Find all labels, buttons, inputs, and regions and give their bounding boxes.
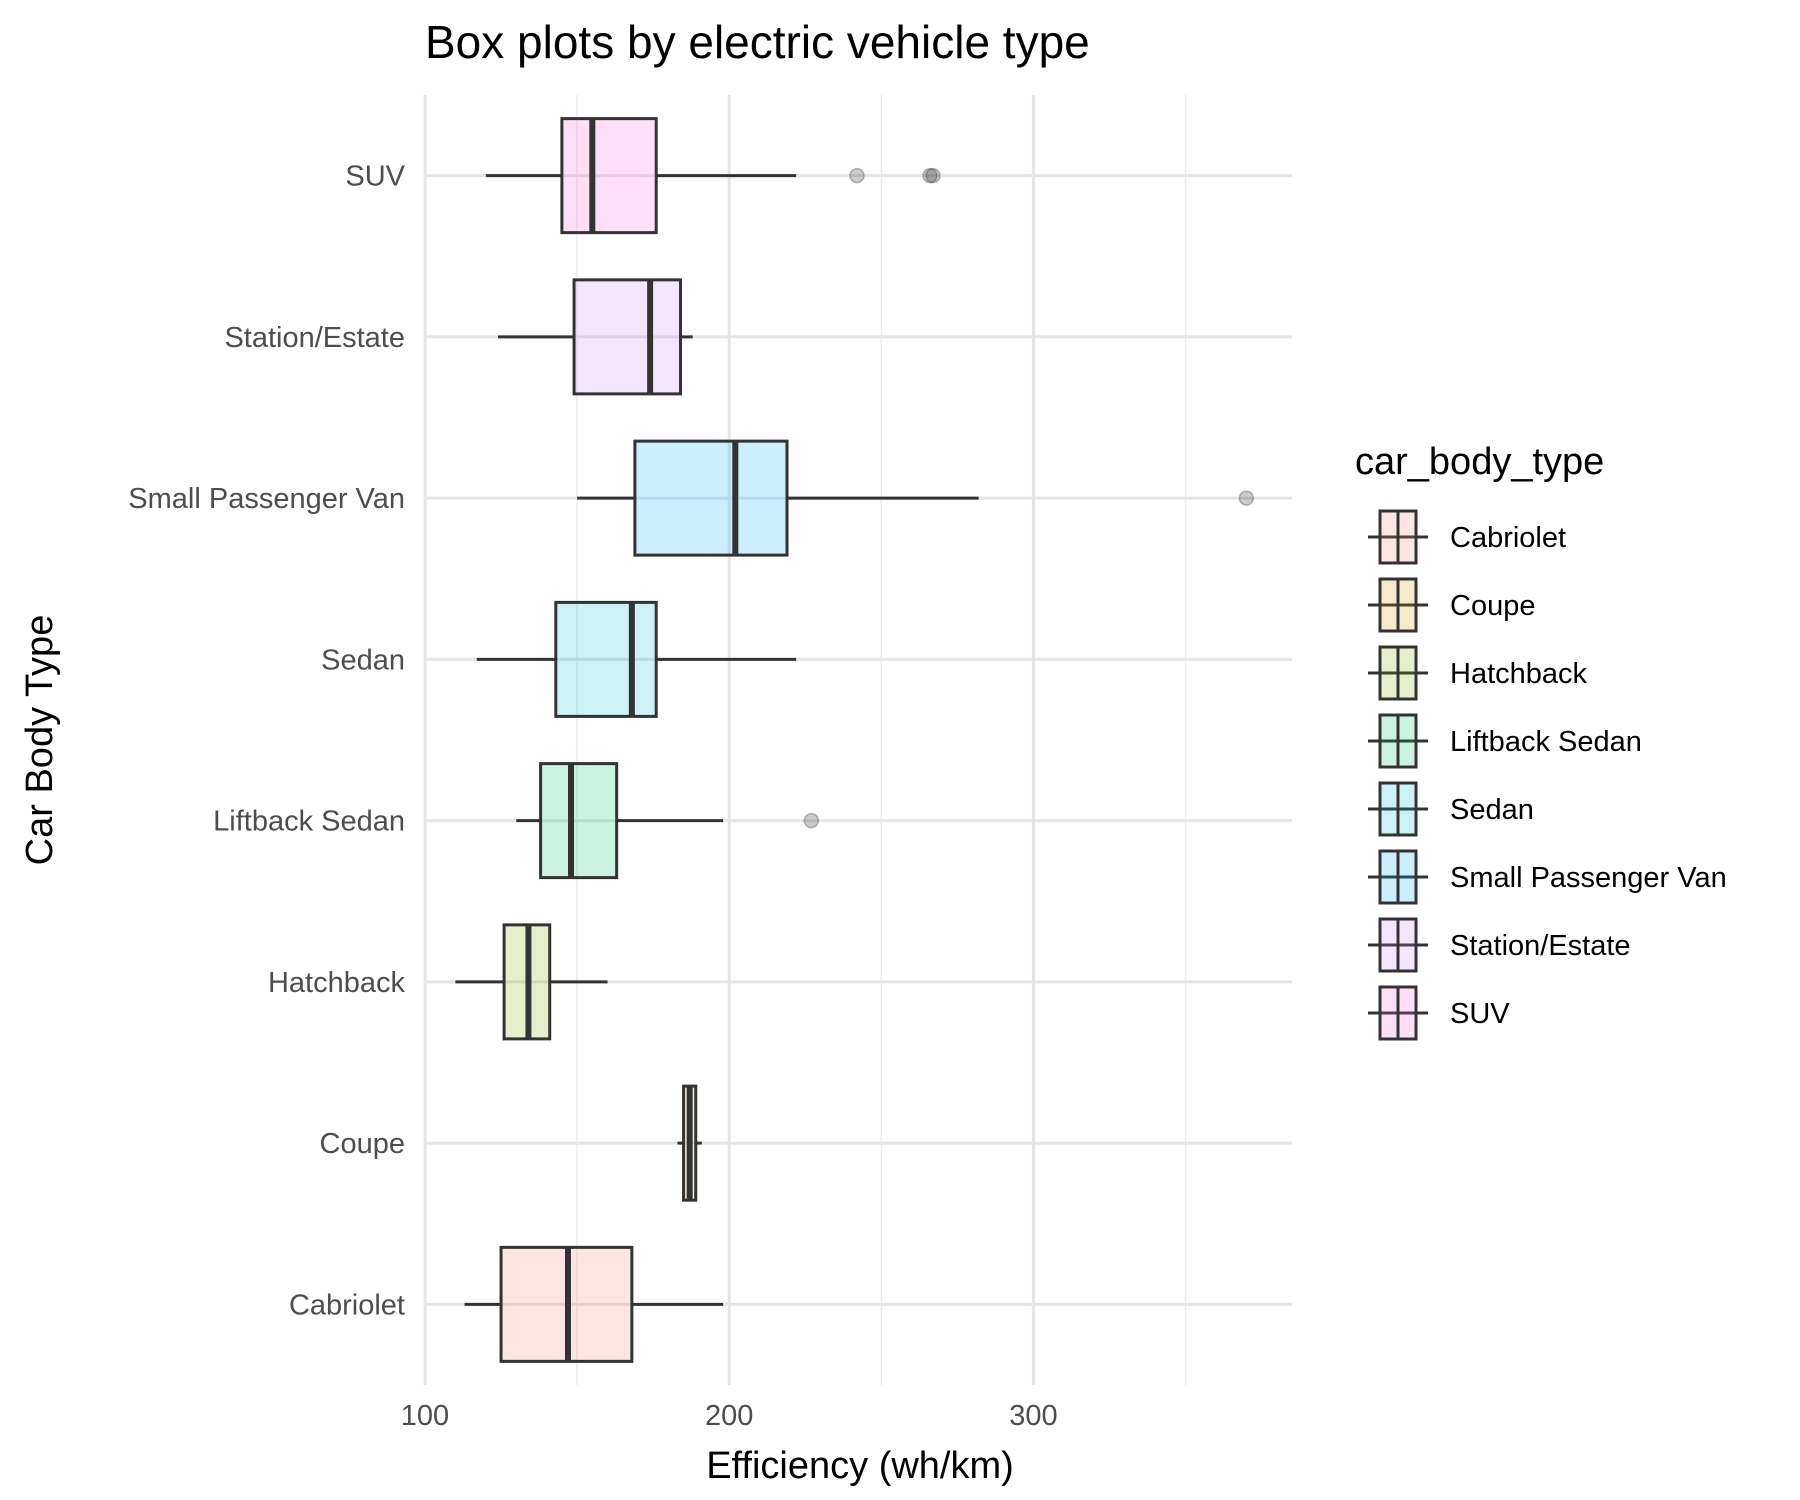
outlier-point	[922, 167, 938, 184]
legend-key	[1368, 985, 1428, 1041]
box-iqr	[539, 762, 619, 880]
box-plots	[455, 117, 1255, 1363]
outlier-point	[925, 167, 941, 184]
y-axis: Cabriolet Coupe Hatchback Liftback Sedan Sed…	[128, 161, 405, 1322]
box-plot-sedan	[476, 600, 797, 718]
y-tick-label: Sedan	[321, 644, 405, 676]
legend-label: Station/Estate	[1450, 930, 1631, 962]
box-plot-cabriolet	[464, 1245, 724, 1363]
y-tick-label: Cabriolet	[289, 1289, 405, 1321]
x-tick-label: 100	[401, 1400, 449, 1432]
box-iqr	[572, 278, 683, 396]
box-plot-coupe	[677, 1084, 702, 1202]
x-tick-label: 300	[1009, 1400, 1057, 1432]
x-tick-label: 200	[705, 1400, 753, 1432]
y-tick-label: SUV	[345, 161, 405, 193]
y-tick-label: Small Passenger Van	[128, 483, 405, 515]
legend-key	[1368, 577, 1428, 633]
legend-label: Liftback Sedan	[1450, 726, 1642, 758]
legend-label: SUV	[1450, 998, 1510, 1030]
legend-label: Cabriolet	[1450, 522, 1566, 554]
legend: car_body_type Cabriolet Coupe Hatchback Lif…	[1355, 441, 1727, 1041]
box-iqr	[560, 117, 658, 235]
outlier-point	[1238, 490, 1255, 506]
chart-title: Box plots by electric vehicle type	[425, 16, 1090, 68]
legend-key	[1368, 781, 1428, 837]
legend-key	[1368, 917, 1428, 973]
legend-title: car_body_type	[1355, 441, 1604, 483]
y-tick-label: Station/Estate	[224, 322, 405, 354]
box-plot-small-passenger-van	[577, 439, 1255, 557]
y-tick-label: Coupe	[320, 1128, 405, 1160]
legend-label: Coupe	[1450, 590, 1535, 622]
legend-label: Small Passenger Van	[1450, 862, 1727, 894]
legend-key	[1368, 509, 1428, 565]
x-axis: 100 200 300	[401, 1400, 1058, 1432]
legend-key	[1368, 849, 1428, 905]
y-tick-label: Liftback Sedan	[213, 806, 405, 838]
legend-key	[1368, 645, 1428, 701]
legend-label: Hatchback	[1450, 658, 1588, 690]
box-iqr	[633, 439, 789, 557]
outlier-point	[803, 812, 820, 829]
y-axis-title: Car Body Type	[19, 615, 61, 866]
box-plot-station-estate	[498, 278, 693, 396]
y-tick-label: Hatchback	[268, 967, 406, 999]
outlier-point	[849, 167, 865, 184]
gridlines	[423, 95, 1292, 1385]
x-axis-title: Efficiency (wh/km)	[706, 1445, 1014, 1487]
legend-label: Sedan	[1450, 794, 1534, 826]
legend-key	[1368, 713, 1428, 769]
box-plot-liftback-sedan	[516, 762, 820, 880]
box-plot-hatchback	[455, 923, 608, 1041]
box-iqr	[554, 600, 658, 718]
box-plot-suv	[485, 117, 941, 235]
